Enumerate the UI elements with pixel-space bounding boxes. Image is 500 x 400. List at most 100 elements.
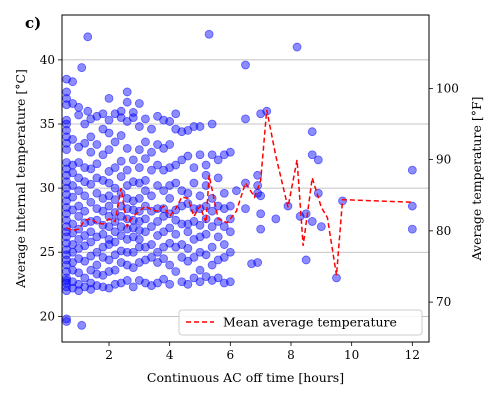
scatter-point-207 [141, 154, 150, 164]
scatter-point-226 [153, 160, 162, 170]
scatter-point-170 [122, 143, 132, 153]
scatter-point-281 [189, 163, 199, 173]
scatter-point-75 [80, 206, 90, 216]
scatter-point-131 [104, 145, 114, 155]
scatter-point-133 [104, 115, 114, 125]
scatter-point-329 [231, 186, 241, 196]
scatter-point-300 [204, 29, 214, 39]
scatter-point-183 [128, 155, 138, 165]
scatter-point-317 [219, 252, 229, 262]
scatter-point-142 [110, 195, 120, 205]
scatter-point-205 [141, 186, 150, 196]
scatter-point-230 [159, 254, 169, 264]
x-axis: 2 4 6 8 10 12 [105, 342, 420, 362]
scatter-point-70 [80, 273, 90, 283]
scatter-point-248 [165, 117, 175, 126]
scatter-point-65 [74, 110, 84, 120]
scatter-point-76 [80, 191, 90, 201]
scatter-point-284 [195, 265, 205, 275]
scatter-point-54 [74, 268, 84, 278]
scatter-point-293 [201, 250, 211, 260]
scatter-point-223 [153, 217, 162, 226]
scatter-point-26 [62, 126, 71, 135]
scatter-point-184 [128, 113, 138, 122]
scatter-point-291 [195, 122, 205, 131]
scatter-point-336 [253, 170, 263, 180]
scatter-point-360 [407, 224, 417, 234]
scatter-point-136 [110, 265, 120, 275]
y-tick-label-40: 40 [40, 53, 55, 67]
scatter-point-328 [225, 147, 235, 157]
scatter-point-134 [104, 93, 114, 103]
y-tick-label-20: 20 [40, 309, 55, 323]
scatter-point-273 [183, 151, 193, 161]
scatter-point-132 [104, 128, 114, 138]
scatter-point-321 [219, 188, 229, 198]
scatter-point-287 [195, 220, 205, 230]
scatter-point-173 [122, 87, 132, 97]
scatter-point-218 [147, 124, 156, 134]
scatter-point-296 [201, 201, 211, 211]
scatter-series [62, 29, 417, 330]
scatter-point-86 [86, 227, 96, 237]
scatter-point-209 [141, 114, 150, 124]
y-axis-left: 20 25 30 35 40 [40, 53, 62, 323]
scatter-point-114 [98, 206, 108, 216]
scatter-point-212 [147, 240, 156, 249]
scatter-point-23 [62, 145, 71, 155]
scatter-point-94 [83, 32, 93, 42]
scatter-point-348 [301, 255, 311, 265]
scatter-point-28 [62, 115, 71, 125]
scatter-point-280 [189, 178, 199, 188]
scatter-point-290 [195, 150, 205, 160]
scatter-point-143 [110, 183, 120, 193]
scatter-point-251 [171, 229, 181, 239]
y-right-tick-label-90: 90 [436, 153, 451, 167]
scatter-point-61 [74, 186, 84, 196]
scatter-point-33 [62, 317, 71, 326]
mean-line-series [66, 109, 413, 276]
scatter-point-92 [86, 132, 96, 142]
scatter-point-268 [183, 243, 193, 253]
scatter-point-117 [98, 150, 108, 160]
scatter-point-308 [207, 119, 217, 129]
scatter-point-127 [104, 201, 114, 211]
scatter-point-66 [74, 102, 84, 112]
scatter-point-105 [92, 159, 102, 169]
scatter-point-244 [165, 193, 175, 203]
scatter-point-156 [116, 156, 126, 166]
scatter-point-327 [225, 201, 235, 211]
scatter-point-157 [116, 131, 126, 140]
scatter-point-59 [74, 211, 84, 221]
scatter-point-240 [165, 260, 175, 270]
x-tick-label-6: 6 [227, 348, 235, 362]
scatter-point-225 [153, 181, 162, 190]
scatter-point-195 [134, 163, 144, 173]
scatter-point-145 [110, 137, 120, 147]
y-tick-label-35: 35 [40, 117, 55, 131]
scatter-point-330 [241, 60, 250, 70]
scatter-point-350 [307, 127, 317, 137]
scatter-point-216 [147, 165, 156, 175]
x-tick-label-2: 2 [105, 348, 113, 362]
scatter-point-358 [407, 165, 417, 175]
y-tick-label-25: 25 [40, 245, 55, 259]
legend: Mean average temperature [178, 309, 423, 336]
scatter-point-71 [80, 256, 90, 266]
x-tick-label-12: 12 [405, 348, 420, 362]
scatter-point-355 [316, 222, 326, 231]
scatter-point-169 [122, 165, 132, 175]
scatter-point-340 [256, 209, 266, 219]
scatter-point-85 [86, 237, 96, 247]
y-axis-label: Average internal temperature [°C] [13, 69, 28, 289]
scatter-point-349 [301, 209, 311, 219]
scatter-point-272 [183, 188, 193, 198]
scatter-point-119 [98, 109, 108, 119]
scatter-point-193 [134, 193, 144, 203]
scatter-point-331 [241, 114, 250, 124]
x-tick-label-10: 10 [344, 348, 359, 362]
scatter-point-299 [201, 160, 211, 170]
scatter-point-352 [307, 217, 317, 226]
scatter-point-242 [165, 223, 175, 233]
scatter-point-304 [207, 222, 217, 231]
